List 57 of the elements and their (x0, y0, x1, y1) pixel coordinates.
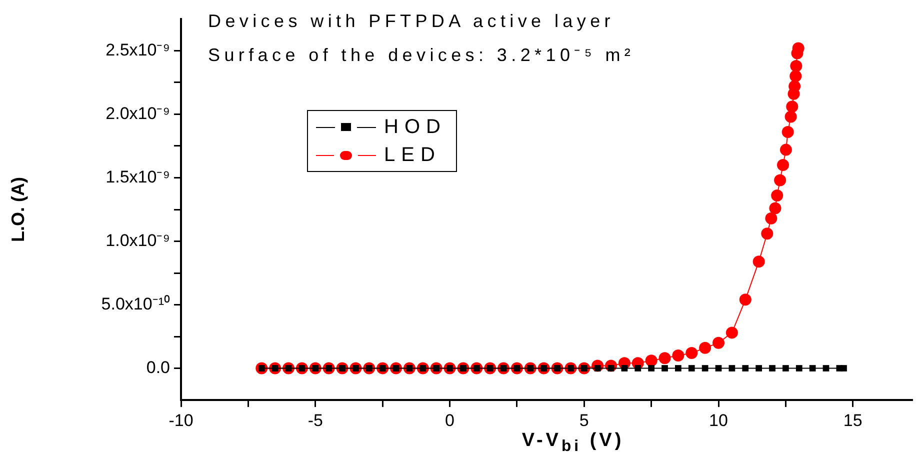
x-tick-label: 5 (579, 410, 589, 430)
legend-label: HOD (384, 115, 446, 140)
point (756, 365, 762, 372)
point (790, 70, 802, 82)
point (688, 365, 695, 372)
legend-label: LED (384, 143, 441, 168)
point (658, 352, 671, 364)
point (712, 336, 724, 349)
point (769, 202, 782, 214)
point (621, 365, 628, 372)
chart-title: Devices with PFTPDA active layer (208, 10, 616, 33)
x-tick-label: 0 (445, 410, 454, 430)
point (715, 365, 722, 372)
point (742, 365, 749, 372)
text: Surface of the devices: 3.2*10⁻⁵ m² (208, 44, 635, 67)
point (739, 294, 752, 306)
point (672, 350, 684, 362)
point (782, 365, 789, 372)
point (790, 60, 802, 72)
point (702, 365, 708, 372)
y-axis-title: L.O. (A) (8, 177, 28, 242)
y-tick-label: 0.0 (146, 358, 170, 377)
point (662, 365, 668, 372)
point (648, 365, 654, 372)
point (769, 365, 776, 372)
point (777, 159, 789, 172)
point (784, 110, 797, 123)
x-tick-label: -5 (308, 410, 323, 430)
point (771, 190, 784, 202)
y-tick-label: 1.5x10⁻⁹ (106, 167, 170, 186)
y-tick-label: 2.5x10⁻⁹ (106, 40, 170, 60)
y-tick-label: 1.0x10⁻⁹ (106, 230, 170, 250)
point (761, 228, 774, 240)
point (774, 174, 786, 186)
point (782, 126, 794, 138)
y-tick-label: 5.0x10⁻¹⁰ (101, 294, 170, 314)
point (796, 365, 802, 372)
point (780, 144, 792, 156)
point (752, 256, 765, 268)
y-tick-label: 2.0x10⁻⁹ (106, 104, 170, 123)
point (686, 347, 698, 360)
point (645, 354, 658, 367)
point (809, 365, 816, 372)
point (822, 365, 830, 372)
point (699, 342, 712, 354)
point (786, 100, 798, 113)
point (840, 365, 847, 372)
point (726, 326, 738, 339)
point (788, 80, 801, 92)
x-tick-label: 15 (843, 410, 862, 430)
point (634, 365, 642, 372)
point (675, 365, 682, 372)
point (765, 212, 778, 224)
x-axis-title: V-V$_{bi}$ (V) (520, 430, 626, 456)
x-tick-label: -10 (168, 410, 194, 430)
point (728, 365, 736, 372)
x-tick-label: 10 (709, 410, 728, 430)
